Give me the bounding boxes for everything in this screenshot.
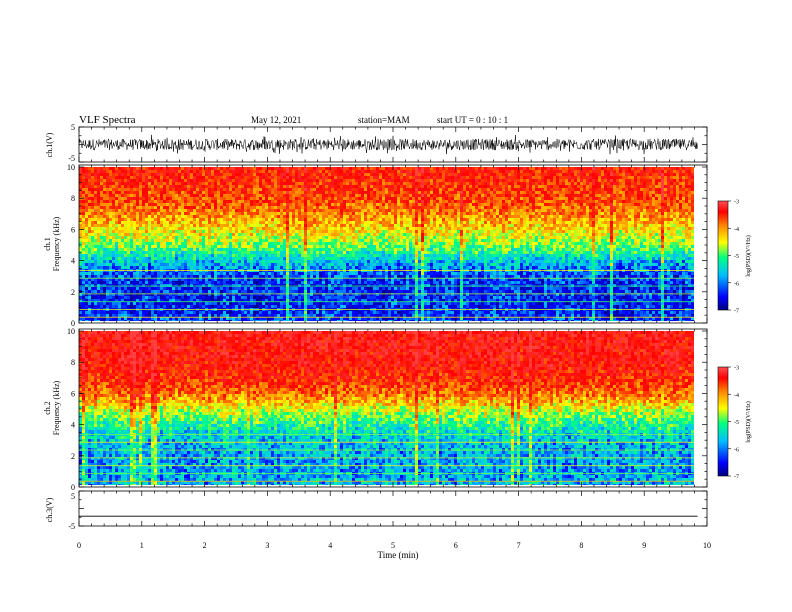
freq-ticklabel: 10 bbox=[67, 163, 75, 172]
ch2-freq-ticklabels: 0 2 4 6 8 10 bbox=[67, 327, 75, 492]
narrowband-line bbox=[79, 269, 694, 271]
freq-ticklabel: 8 bbox=[71, 358, 75, 367]
freq-ticklabel: 2 bbox=[71, 452, 75, 461]
colorbar-ticklabel: -3 bbox=[734, 366, 739, 372]
freq-ticklabel: 6 bbox=[71, 389, 75, 398]
ch2-spectrogram-panel: 0 2 4 6 8 10 ch.2 Frequency (kHz) bbox=[43, 327, 708, 492]
ch3-ytick-bottom: -5 bbox=[68, 522, 75, 531]
start-ut-label: start UT = 0 : 10 : 1 bbox=[437, 115, 508, 125]
narrowband-line bbox=[79, 480, 694, 482]
ch1-ytick-top: 5 bbox=[71, 123, 75, 132]
ch1-colorbar-ticks: -3 -4 -5 -6 -7 bbox=[728, 200, 739, 315]
ch1-colorbar-gradient bbox=[717, 200, 729, 311]
ch2-spectrogram-ylabel: Frequency (kHz) bbox=[52, 380, 61, 435]
colorbar-ticklabel: -7 bbox=[734, 309, 739, 315]
narrowband-line bbox=[79, 465, 694, 467]
ch1-colorbar: -3 -4 -5 -6 -7 log(PSD)(V²/Hz) bbox=[717, 200, 752, 315]
ch2-colorbar-ticks: -3 -4 -5 -6 -7 bbox=[728, 366, 739, 481]
narrowband-line bbox=[79, 472, 694, 474]
station-label: station=MAM bbox=[358, 115, 410, 125]
colorbar-ticklabel: -6 bbox=[734, 447, 739, 453]
ch1-waveform-trace bbox=[78, 134, 698, 155]
colorbar-ticklabel: -4 bbox=[734, 227, 739, 233]
ch2-colorbar: -3 -4 -5 -6 -7 log(PSD)(V²/Hz) bbox=[717, 366, 752, 481]
ch3-waveform-frame bbox=[78, 490, 708, 527]
ch2-colorbar-gradient bbox=[717, 366, 729, 477]
ch1-waveform-ticks bbox=[78, 126, 708, 163]
time-axis-ticklabels: 0 1 2 3 4 5 6 7 8 9 10 bbox=[77, 541, 711, 550]
freq-ticklabel: 10 bbox=[67, 327, 75, 336]
time-ticklabel: 4 bbox=[328, 541, 332, 550]
time-ticklabel: 0 bbox=[77, 541, 81, 550]
ch3-ytick-top: 5 bbox=[71, 492, 75, 501]
ch2-spectrogram-ticks bbox=[78, 329, 708, 488]
narrowband-line bbox=[79, 285, 694, 287]
time-axis-label: Time (min) bbox=[378, 550, 419, 560]
colorbar-ticklabel: -5 bbox=[734, 420, 739, 426]
time-ticklabel: 6 bbox=[454, 541, 458, 550]
narrowband-line bbox=[79, 308, 694, 310]
narrowband-line bbox=[79, 449, 694, 451]
ch1-spectrogram-panel: 0 2 4 6 8 10 ch.1 Frequency (kHz) bbox=[43, 163, 708, 328]
freq-ticklabel: 6 bbox=[71, 225, 75, 234]
colorbar-ticklabel: -7 bbox=[734, 475, 739, 481]
narrowband-line bbox=[79, 316, 694, 318]
narrowband-line bbox=[79, 433, 694, 435]
date-label: May 12, 2021 bbox=[251, 115, 301, 125]
ch2-colorbar-label: log(PSD)(V²/Hz) bbox=[745, 401, 752, 442]
time-ticklabel: 5 bbox=[391, 541, 395, 550]
time-ticklabel: 9 bbox=[642, 541, 646, 550]
freq-ticklabel: 8 bbox=[71, 194, 75, 203]
narrowband-line bbox=[79, 293, 694, 295]
time-ticklabel: 1 bbox=[140, 541, 144, 550]
colorbar-ticklabel: -6 bbox=[734, 281, 739, 287]
colorbar-ticklabel: -5 bbox=[734, 254, 739, 260]
ch2-spectrogram-image bbox=[79, 331, 694, 485]
narrowband-line bbox=[79, 277, 694, 279]
freq-ticklabel: 0 bbox=[71, 483, 75, 492]
colorbar-ticklabel: -4 bbox=[734, 393, 739, 399]
ch3-waveform-panel: 5 -5 ch.3(V) 0 1 2 3 4 5 6 7 8 9 10 Time (min) bbox=[45, 490, 711, 560]
figure-title: VLF Spectra bbox=[79, 114, 136, 126]
freq-ticklabel: 4 bbox=[71, 257, 75, 266]
ch1-spectrogram-ylabel-top: ch.1 bbox=[43, 237, 52, 251]
ch1-ylabel: ch.1(V) bbox=[45, 132, 54, 157]
ch1-waveform-line bbox=[78, 134, 698, 155]
ch1-freq-ticklabels: 0 2 4 6 8 10 bbox=[67, 163, 75, 328]
narrowband-line bbox=[79, 441, 694, 443]
ch1-ytick-bottom: -5 bbox=[68, 154, 75, 163]
ch3-waveform-ticks bbox=[78, 490, 708, 527]
freq-ticklabel: 4 bbox=[71, 421, 75, 430]
ch1-colorbar-label: log(PSD)(V²/Hz) bbox=[745, 235, 752, 276]
ch1-spectrogram-ticks bbox=[78, 165, 708, 324]
narrowband-line bbox=[79, 301, 694, 303]
time-ticklabel: 3 bbox=[265, 541, 269, 550]
time-ticklabel: 7 bbox=[517, 541, 521, 550]
time-ticklabel: 10 bbox=[703, 541, 711, 550]
ch2-spectrogram-ylabel-top: ch.2 bbox=[43, 401, 52, 415]
ch3-ylabel: ch.3(V) bbox=[45, 497, 54, 522]
freq-ticklabel: 2 bbox=[71, 288, 75, 297]
narrowband-line bbox=[79, 457, 694, 459]
colorbar-ticklabel: -3 bbox=[734, 200, 739, 206]
ch1-spectrogram-ylabel: Frequency (kHz) bbox=[52, 216, 61, 271]
ch1-waveform-panel: 5 -5 ch.1(V) bbox=[45, 123, 708, 163]
time-ticklabel: 8 bbox=[579, 541, 583, 550]
freq-ticklabel: 0 bbox=[71, 319, 75, 328]
time-ticklabel: 2 bbox=[203, 541, 207, 550]
ch1-spectrogram-image bbox=[79, 167, 694, 321]
